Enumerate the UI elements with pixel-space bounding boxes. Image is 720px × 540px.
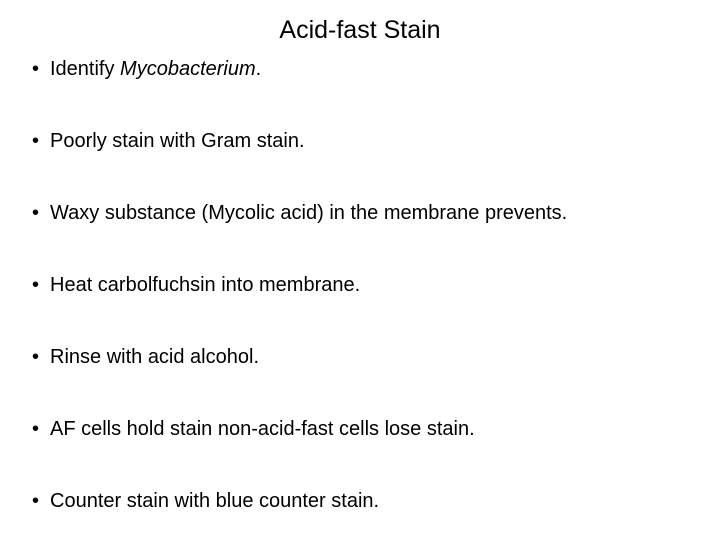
bullet-text-suffix: . bbox=[256, 58, 262, 80]
list-item: AF cells hold stain non-acid-fast cells … bbox=[28, 417, 692, 442]
bullet-text: Waxy substance (Mycolic acid) in the mem… bbox=[50, 202, 567, 224]
bullet-text-prefix: Identify bbox=[50, 58, 120, 80]
list-item: Rinse with acid alcohol. bbox=[28, 345, 692, 370]
list-item: Poorly stain with Gram stain. bbox=[28, 129, 692, 154]
list-item: Counter stain with blue counter stain. bbox=[28, 489, 692, 514]
bullet-text: Heat carbolfuchsin into membrane. bbox=[50, 274, 360, 296]
bullet-list: Identify Mycobacterium. Poorly stain wit… bbox=[28, 57, 692, 522]
list-item: Identify Mycobacterium. bbox=[28, 57, 692, 82]
bullet-text-italic: Mycobacterium bbox=[120, 58, 256, 80]
slide: Acid-fast Stain Identify Mycobacterium. … bbox=[0, 0, 720, 540]
bullet-text: Rinse with acid alcohol. bbox=[50, 346, 259, 368]
slide-title: Acid-fast Stain bbox=[28, 16, 692, 45]
bullet-text: AF cells hold stain non-acid-fast cells … bbox=[50, 418, 475, 440]
bullet-text: Poorly stain with Gram stain. bbox=[50, 130, 305, 152]
bullet-text: Counter stain with blue counter stain. bbox=[50, 490, 379, 512]
list-item: Waxy substance (Mycolic acid) in the mem… bbox=[28, 201, 692, 226]
list-item: Heat carbolfuchsin into membrane. bbox=[28, 273, 692, 298]
